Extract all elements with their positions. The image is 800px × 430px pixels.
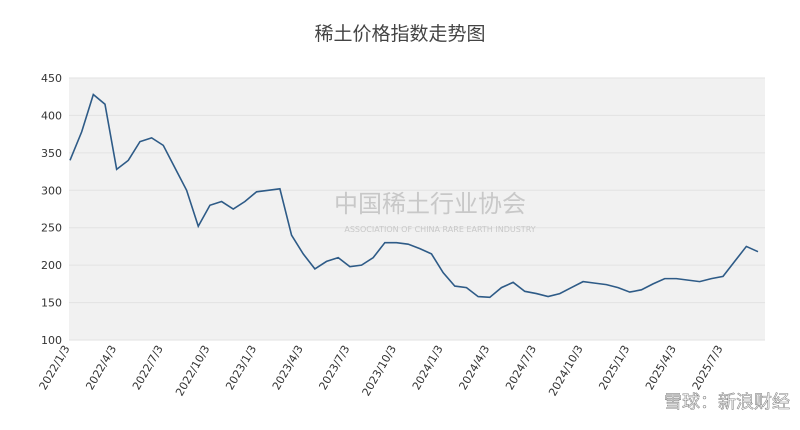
y-tick-label: 450 (41, 72, 62, 85)
y-tick-label: 400 (41, 109, 62, 122)
x-tick-label: 2023/10/3 (360, 343, 399, 398)
x-tick-label: 2025/7/3 (690, 343, 726, 392)
y-tick-label: 200 (41, 259, 62, 272)
x-tick-label: 2025/1/3 (596, 343, 632, 392)
y-tick-label: 300 (41, 184, 62, 197)
x-tick-label: 2022/1/3 (37, 343, 73, 392)
y-tick-label: 250 (41, 222, 62, 235)
x-tick-label: 2025/4/3 (643, 343, 679, 392)
x-tick-label: 2024/4/3 (456, 343, 492, 392)
source: 雪球：新浪财经 (664, 392, 790, 413)
watermark: ASSOCIATION OF CHINA RARE EARTH INDUSTRY (344, 225, 535, 234)
x-tick-label: 2024/7/3 (503, 343, 539, 392)
plot-area (69, 78, 765, 340)
x-tick-label: 2022/7/3 (130, 343, 166, 392)
x-tick-label: 2023/7/3 (317, 343, 353, 392)
x-tick-label: 2022/4/3 (83, 343, 119, 392)
y-tick-label: 100 (41, 334, 62, 347)
chart-title: 稀土价格指数走势图 (314, 23, 485, 45)
x-tick-label: 2024/1/3 (410, 343, 446, 392)
watermark: 中国稀土行业协会 (334, 190, 526, 218)
x-tick-label: 2024/10/3 (546, 343, 585, 398)
y-tick-label: 350 (41, 147, 62, 160)
x-tick-label: 2023/4/3 (270, 343, 306, 392)
y-tick-label: 150 (41, 297, 62, 310)
x-tick-label: 2023/1/3 (223, 343, 259, 392)
data-line (69, 93, 759, 299)
x-tick-label: 2022/10/3 (173, 343, 212, 398)
